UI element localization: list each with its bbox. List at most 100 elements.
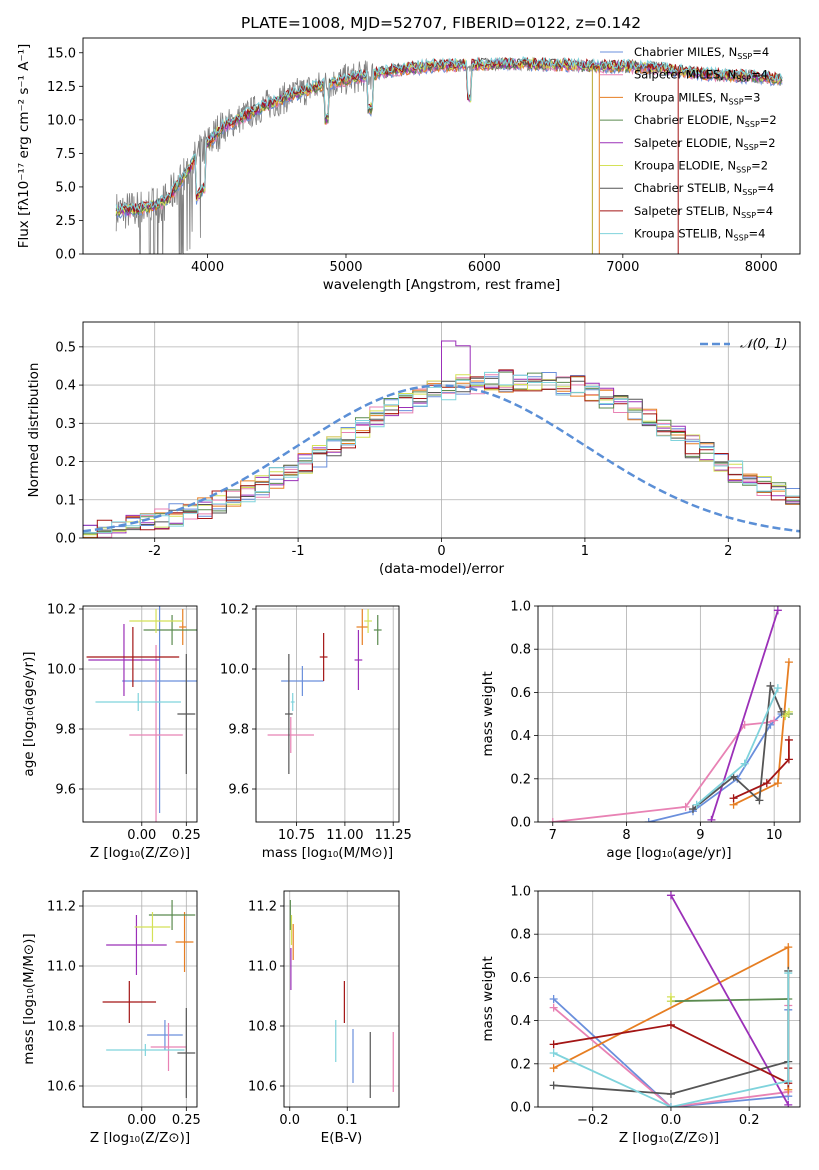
legend-n: =4	[752, 45, 769, 59]
x-axis-label: Z [log₁₀(Z/Z⊙)]	[90, 845, 190, 861]
legend-sub: SSP	[745, 120, 760, 129]
y-tick-label: 0.6	[510, 971, 531, 986]
x-tick-label: -2	[148, 544, 161, 559]
x-tick-label: 7000	[606, 260, 639, 275]
weight-marker	[666, 1090, 675, 1099]
x-tick-label: 0.00	[127, 1113, 156, 1128]
legend-entry: Chabrier MILES, NSSP=4	[634, 45, 769, 61]
y-tick-label: 12.5	[47, 80, 76, 95]
y-tick-label: 15.0	[47, 46, 76, 61]
axes-frame	[82, 605, 198, 823]
y-tick-label: 11.0	[248, 960, 277, 975]
weight-marker	[766, 681, 775, 690]
x-tick-label: 0	[437, 544, 445, 559]
x-axis-label: mass [log₁₀(M/M⊙)]	[262, 845, 393, 861]
x-tick-label: 4000	[191, 260, 224, 275]
axes-frame	[283, 890, 400, 1108]
y-axis-label: mass weight	[480, 956, 496, 1041]
weight-marker	[688, 805, 697, 814]
x-tick-label: 5000	[329, 260, 362, 275]
plot-area	[102, 900, 196, 1098]
legend-sub: SSP	[734, 234, 749, 243]
y-axis-label: mass [log₁₀(M/M⊙)]	[21, 933, 37, 1064]
panel-2: 0.00 0.25 9.6 9.8 10.0 10.2 Z [log₁₀(Z/Z⊙)] age…	[21, 603, 201, 862]
legend-n: =4	[751, 68, 768, 82]
legend-sub: SSP	[742, 188, 757, 197]
x-tick-label: 0.0	[279, 1113, 300, 1128]
legend-entry: Kroupa STELIB, NSSP=4	[634, 227, 765, 243]
weight-line	[733, 739, 790, 800]
y-tick-label: 9.8	[228, 723, 249, 738]
x-tick-label: -1	[292, 544, 305, 559]
x-tick-label: 11.00	[326, 828, 363, 843]
legend-entry: Chabrier STELIB, NSSP=4	[634, 181, 774, 197]
weight-marker	[729, 794, 738, 803]
weight-line	[553, 973, 790, 1107]
normal-curve	[83, 384, 800, 533]
weight-line	[670, 894, 790, 1106]
weight-line	[696, 687, 779, 806]
model-spectrum	[115, 55, 783, 212]
weight-marker	[681, 802, 690, 811]
legend-sub: SSP	[729, 97, 744, 106]
weight-marker	[644, 818, 653, 822]
weight-marker	[784, 1077, 793, 1086]
y-tick-label: 0.4	[510, 1014, 531, 1029]
legend-label: Kroupa MILES, N	[634, 90, 729, 104]
weight-marker	[773, 684, 782, 693]
y-tick-label: 11.2	[47, 900, 76, 915]
legend-label: Chabrier STELIB, N	[634, 181, 742, 195]
weight-marker	[707, 815, 716, 822]
legend-n: =4	[757, 181, 774, 195]
panel-0: 4000 5000 6000 7000 8000 0.0 2.5 5.0 7.5 10.0 12.5…	[16, 37, 801, 293]
weight-marker	[784, 969, 793, 978]
x-tick-label: 0.1	[337, 1113, 358, 1128]
legend-n: =2	[759, 136, 776, 150]
plot-area	[548, 606, 793, 822]
y-tick-label: 10.2	[47, 603, 76, 618]
weight-marker	[549, 1081, 558, 1090]
y-tick-label: 1.0	[510, 600, 531, 615]
legend-label: Chabrier ELODIE, N	[634, 113, 745, 127]
y-tick-label: 10.8	[47, 1020, 76, 1035]
plot-area	[86, 606, 197, 822]
y-tick-label: 5.0	[55, 180, 76, 195]
weight-marker	[784, 658, 793, 667]
y-tick-label: 0.4	[55, 379, 76, 394]
y-tick-label: 9.6	[55, 783, 76, 798]
plot-area	[267, 609, 382, 774]
y-tick-label: 0.2	[55, 455, 76, 470]
y-tick-label: 11.0	[47, 960, 76, 975]
x-tick-label: 0.0	[661, 1113, 682, 1128]
y-tick-label: 7.5	[55, 147, 76, 162]
x-axis-label: Z [log₁₀(Z/Z⊙)]	[90, 1130, 190, 1146]
legend-n: =4	[756, 204, 773, 218]
legend-n: =2	[760, 113, 777, 127]
legend-label: Kroupa STELIB, N	[634, 227, 734, 241]
y-tick-label: 0.0	[510, 816, 531, 831]
legend-sub: SSP	[736, 75, 751, 84]
weight-marker	[784, 735, 793, 744]
x-axis-label: Z [log₁₀(Z/Z⊙)]	[619, 1130, 719, 1146]
weight-marker	[784, 755, 793, 764]
legend-label: Chabrier MILES, N	[634, 45, 737, 59]
weight-marker	[548, 818, 557, 822]
y-axis-label: Flux [fλ10⁻¹⁷ erg cm⁻² s⁻¹ A⁻¹]	[16, 44, 32, 249]
y-tick-label: 0.0	[55, 248, 76, 263]
y-tick-label: 0.8	[510, 643, 531, 658]
plot-area	[83, 340, 800, 538]
legend-label: Salpeter ELODIE, N	[634, 136, 744, 150]
spectrum-title: PLATE=1008, MJD=52707, FIBERID=0122, z=0…	[241, 14, 641, 32]
weight-marker	[549, 995, 558, 1003]
y-tick-label: 0.1	[55, 493, 76, 508]
weight-marker	[770, 716, 779, 725]
y-tick-label: 10.0	[220, 663, 249, 678]
plot-area	[115, 55, 783, 254]
y-axis-label: age [log₁₀(age/yr)]	[21, 651, 37, 776]
x-tick-label: 1	[581, 544, 589, 559]
axes-frame	[255, 605, 400, 823]
weight-marker	[773, 606, 782, 615]
x-tick-label: 10.75	[278, 828, 315, 843]
panel-6: 0.0 0.1 10.6 10.8 11.0 11.2 E(B-V)	[248, 890, 400, 1146]
legend-label: 𝒩(0, 1)	[740, 337, 787, 352]
